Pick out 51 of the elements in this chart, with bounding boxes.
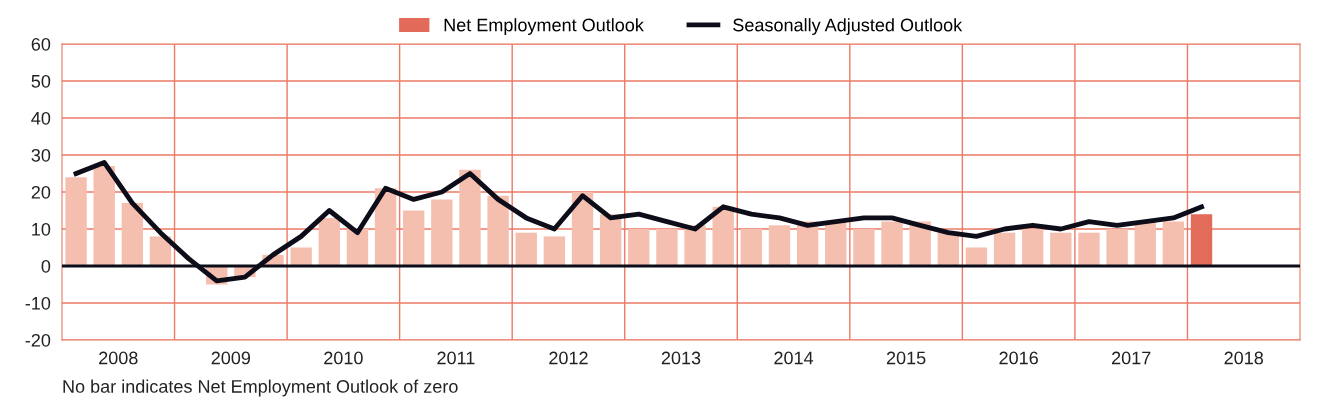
bar — [318, 217, 340, 266]
bar — [656, 229, 678, 266]
bar — [1190, 214, 1213, 266]
bar — [346, 229, 369, 266]
x-tick-label: 2013 — [661, 351, 701, 365]
y-tick-label: -20 — [25, 333, 51, 347]
bar — [1134, 221, 1156, 266]
x-tick-label: 2008 — [99, 351, 138, 365]
x-tick-label: 2018 — [1224, 351, 1264, 365]
text: No bar indicates Net Employment Outlook of zero — [63, 379, 458, 397]
bar — [628, 229, 650, 266]
bar — [459, 169, 481, 266]
x-tick-label: 2016 — [999, 351, 1038, 365]
y-tick-label: 20 — [31, 185, 51, 199]
bar — [825, 221, 847, 266]
x-tick-label: 2015 — [886, 351, 926, 365]
bar — [487, 195, 509, 266]
legend-label: Net Employment Outlook — [444, 18, 644, 35]
bar — [965, 247, 988, 266]
x-tick-label: 2009 — [211, 351, 251, 365]
bar — [881, 221, 903, 266]
x-tick-label: 2017 — [1112, 351, 1151, 365]
x-tick-label: 2014 — [774, 351, 814, 365]
x-tick-label: 2012 — [549, 351, 588, 365]
bar — [1162, 221, 1185, 266]
y-tick-label: 10 — [32, 222, 51, 236]
bar — [431, 199, 453, 266]
bar — [768, 225, 791, 266]
x-tick-label: 2010 — [324, 351, 363, 365]
bar — [515, 232, 537, 266]
y-tick-label: -10 — [25, 296, 51, 310]
bar — [121, 203, 144, 266]
x-tick-label: 2011 — [437, 351, 475, 365]
bar — [1050, 232, 1072, 266]
bar — [65, 177, 87, 266]
bar — [290, 247, 312, 266]
y-tick-label: 30 — [31, 148, 51, 162]
bar — [93, 166, 115, 266]
legend-label: Seasonally Adjusted Outlook — [733, 18, 963, 35]
bar — [1022, 229, 1044, 266]
y-tick-label: 50 — [31, 74, 51, 88]
bar — [740, 229, 763, 266]
y-tick-label: 40 — [31, 111, 51, 125]
bar — [1106, 229, 1128, 266]
y-tick-label: 0 — [41, 259, 51, 273]
bar — [853, 229, 875, 266]
bar — [543, 236, 566, 266]
y-tick-label: 60 — [31, 37, 51, 51]
bar — [1078, 232, 1100, 266]
bar — [993, 232, 1016, 266]
bar — [403, 210, 425, 266]
